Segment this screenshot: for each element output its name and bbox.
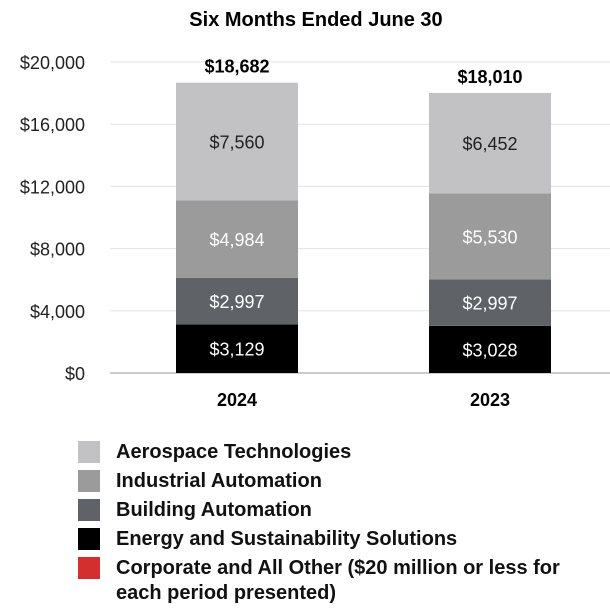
bar-total-label: $18,010 <box>457 67 522 87</box>
legend-item-aerospace: Aerospace Technologies <box>78 440 598 465</box>
bar-segment-label: $2,997 <box>209 292 264 312</box>
bar-segment-label: $4,984 <box>209 230 264 250</box>
legend-item-industrial: Industrial Automation <box>78 469 598 494</box>
legend-item-building: Building Automation <box>78 498 598 523</box>
legend-label: Aerospace Technologies <box>116 441 352 463</box>
bar-segment <box>176 277 298 325</box>
legend-swatch <box>78 470 100 492</box>
legend-swatch <box>78 528 100 550</box>
bar-segment <box>429 279 551 326</box>
bar-segment-label: $5,530 <box>462 227 517 247</box>
bar-segment <box>429 325 551 373</box>
bar-segment-label: $3,028 <box>462 340 517 360</box>
bar-segment-label: $2,997 <box>462 294 517 314</box>
y-tick-label: $16,000 <box>20 115 85 135</box>
stacked-bar-chart: Six Months Ended June 30 $0 $4,000 $8,000 $… <box>20 9 610 410</box>
legend-item-energy: Energy and Sustainability Solutions <box>78 527 598 552</box>
bar-segment <box>176 324 298 373</box>
bar-segment-label: $7,560 <box>209 132 264 152</box>
bar-segment <box>176 200 298 278</box>
y-tick-label: $20,000 <box>20 53 85 73</box>
y-tick-label: $12,000 <box>20 177 85 197</box>
bar-segment-label: $3,129 <box>209 340 264 360</box>
legend-label: Corporate and All Other ($20 million or … <box>116 557 560 604</box>
legend-swatch <box>78 441 100 463</box>
bar-segment-label: $6,452 <box>462 134 517 154</box>
bar-segment <box>176 82 298 201</box>
legend-item-corporate: Corporate and All Other ($20 million or … <box>78 556 598 606</box>
x-tick-label: 2024 <box>217 390 257 410</box>
legend-label: Industrial Automation <box>116 470 322 492</box>
legend-swatch <box>78 499 100 521</box>
y-tick-label: $0 <box>65 364 85 384</box>
y-tick-label: $8,000 <box>30 240 85 260</box>
legend-label: Energy and Sustainability Solutions <box>116 528 458 550</box>
chart-title: Six Months Ended June 30 <box>189 9 442 31</box>
bar-total-label: $18,682 <box>204 56 269 76</box>
y-tick-label: $4,000 <box>30 302 85 322</box>
bar-segment <box>429 193 551 280</box>
legend-label: Building Automation <box>116 499 312 521</box>
legend: Aerospace Technologies Industrial Automa… <box>78 440 598 610</box>
legend-swatch <box>78 557 100 579</box>
bar-segment <box>429 92 551 194</box>
x-tick-label: 2023 <box>470 390 510 410</box>
